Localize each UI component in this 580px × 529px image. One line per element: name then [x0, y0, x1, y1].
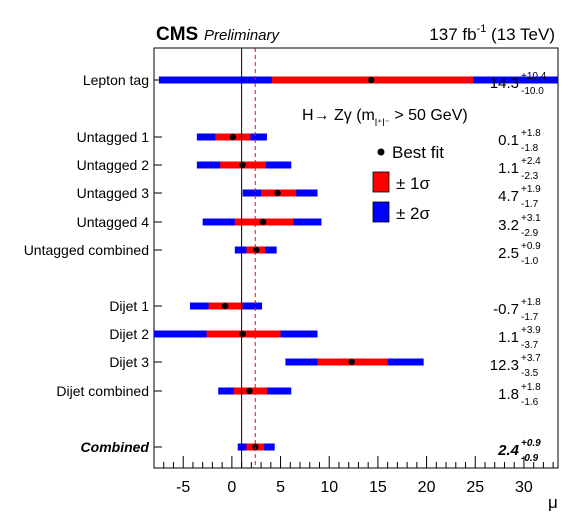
error-down: -3.5 [521, 368, 539, 379]
category-label: Lepton tag [83, 72, 149, 88]
error-down: -1.8 [521, 143, 539, 154]
category-row: Dijet 2 1.1 +3.9 -3.7 [109, 325, 541, 351]
legend-best-fit-label: Best fit [392, 143, 444, 162]
best-fit-value: 4.7 [498, 188, 519, 205]
best-fit-value: 2.4 [497, 442, 520, 459]
best-fit-point [253, 246, 260, 254]
x-tick-label: 10 [320, 479, 338, 496]
x-tick-label: 0 [227, 479, 236, 496]
category-label: Untagged 3 [77, 185, 150, 201]
error-down: -2.3 [521, 171, 539, 182]
category-label: Dijet 1 [109, 298, 149, 314]
category-label: Untagged 1 [77, 129, 150, 145]
category-row: Dijet 3 12.3 +3.7 -3.5 [109, 353, 541, 379]
category-row: Untagged combined 2.5 +0.9 -1.0 [24, 241, 541, 267]
x-tick-label: 15 [369, 479, 387, 496]
error-up: +3.7 [521, 353, 541, 364]
category-row: Untagged 3 4.7 +1.9 -1.7 [77, 184, 542, 210]
legend-sigma2-label: ± 2σ [396, 204, 431, 223]
x-axis: -5 0 5 10 15 20 25 30 [153, 456, 554, 496]
best-fit-value: 14.3 [490, 75, 519, 92]
status-label: Preliminary [204, 27, 281, 44]
category-row: Dijet 1 -0.7 +1.8 -1.7 [109, 297, 541, 323]
category-row: Combined 2.4 +0.9 -0.9 [81, 438, 542, 464]
error-down: -1.0 [521, 256, 539, 267]
error-down: -0.9 [521, 453, 539, 464]
error-up: +0.9 [521, 241, 541, 252]
best-fit-point [221, 302, 229, 310]
lumi-label: 137 fb-1 (13 TeV) [429, 23, 555, 44]
category-row: Untagged 1 0.1 +1.8 -1.8 [77, 128, 542, 154]
category-row: Lepton tag 14.3 +10.4 -10.0 [83, 71, 558, 97]
error-down: -1.7 [521, 312, 539, 323]
category-label: Untagged 2 [77, 157, 150, 173]
x-tick-label: -5 [176, 479, 190, 496]
best-fit-point [259, 218, 267, 226]
category-row: Untagged 2 1.1 +2.4 -2.3 [77, 156, 542, 182]
plot-frame [153, 47, 559, 469]
error-up: +1.8 [521, 297, 541, 308]
error-up: +10.4 [521, 71, 547, 82]
category-label: Untagged 4 [77, 214, 150, 230]
legend-best-fit-marker [377, 148, 385, 156]
legend-sigma1-swatch [372, 171, 390, 193]
category-label: Combined [81, 439, 150, 455]
error-down: -10.0 [521, 86, 544, 97]
error-down: -1.7 [521, 199, 539, 210]
legend-process-sub: l⁺l⁻ [375, 118, 390, 129]
error-up: +3.1 [521, 213, 541, 224]
error-down: -1.6 [521, 397, 539, 408]
category-label: Dijet combined [56, 383, 149, 399]
category-row: Untagged 4 3.2 +3.1 -2.9 [77, 213, 542, 239]
error-down: -2.9 [521, 228, 539, 239]
lumi-exponent: -1 [477, 23, 487, 35]
legend-process-prefix: H→ Zγ (m [302, 107, 375, 124]
best-fit-point [348, 358, 355, 366]
error-up: +3.9 [521, 325, 541, 336]
legend-process: H→ Zγ (ml⁺l⁻ > 50 GeV) [302, 107, 468, 129]
legend-sigma2-swatch [372, 201, 390, 223]
x-tick-label: 20 [418, 479, 436, 496]
best-fit-value: 1.1 [498, 329, 519, 346]
best-fit-value: 1.8 [498, 386, 519, 403]
lumi-value: 137 fb [429, 25, 476, 44]
x-tick-label: 5 [276, 479, 285, 496]
category-label: Dijet 2 [109, 326, 149, 342]
x-axis-label: μ [548, 493, 558, 512]
x-tick-label: 25 [466, 479, 484, 496]
best-fit-value: 1.1 [498, 160, 519, 177]
best-fit-point [239, 330, 246, 338]
best-fit-point [229, 133, 237, 141]
best-fit-point [367, 76, 375, 84]
experiment-label: CMS [156, 24, 198, 45]
category-label: Untagged combined [24, 242, 149, 258]
energy-value: (13 TeV) [486, 25, 555, 44]
error-up: +1.8 [521, 128, 541, 139]
legend-sigma1-label: ± 1σ [396, 174, 431, 193]
category-label: Dijet 3 [109, 354, 149, 370]
best-fit-point [239, 161, 246, 169]
best-fit-value: -0.7 [493, 301, 519, 318]
reference-lines [241, 48, 256, 468]
legend-process-suffix: > 50 GeV) [390, 107, 468, 124]
error-up: +0.9 [521, 438, 541, 449]
error-down: -3.7 [521, 340, 539, 351]
error-up: +1.8 [521, 382, 541, 393]
category-row: Dijet combined 1.8 +1.8 -1.6 [56, 382, 541, 408]
best-fit-point [246, 387, 253, 395]
best-fit-value: 3.2 [498, 217, 519, 234]
best-fit-value: 0.1 [498, 132, 519, 149]
best-fit-point [274, 189, 281, 197]
best-fit-value: 12.3 [490, 357, 519, 374]
x-tick-label: 30 [515, 479, 533, 496]
error-up: +2.4 [521, 156, 541, 167]
error-up: +1.9 [521, 184, 541, 195]
best-fit-value: 2.5 [498, 245, 519, 262]
